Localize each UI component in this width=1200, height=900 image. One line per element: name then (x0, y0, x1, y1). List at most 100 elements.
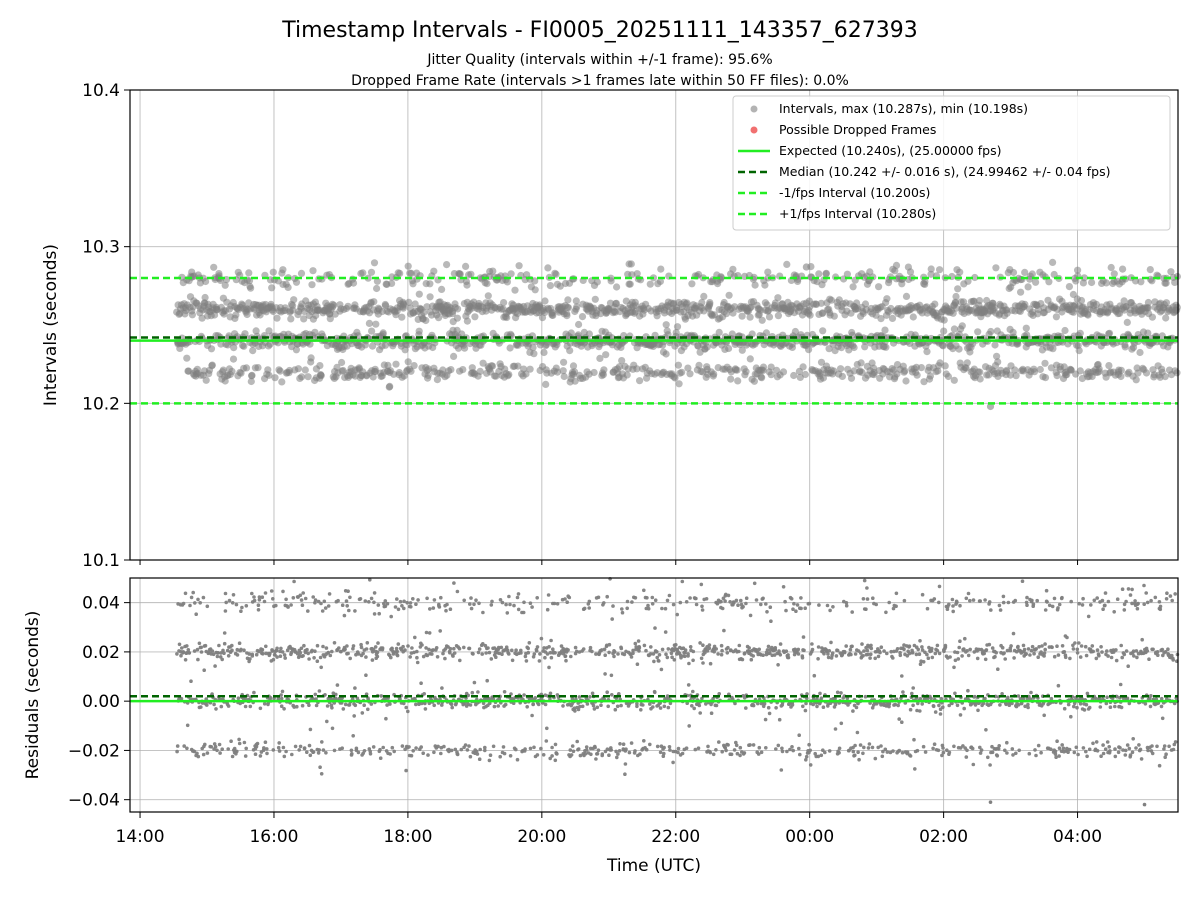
residual-point (962, 647, 966, 651)
residual-point (648, 742, 652, 747)
interval-point (411, 300, 419, 308)
residual-point (668, 748, 672, 752)
residual-point (353, 703, 358, 708)
interval-point (671, 374, 679, 382)
residual-point (545, 652, 550, 656)
residual-point (650, 602, 655, 606)
residual-point (918, 662, 923, 666)
interval-point (388, 279, 396, 287)
interval-point (673, 323, 682, 331)
interval-point (201, 293, 209, 302)
interval-point (447, 366, 455, 374)
interval-point (1105, 362, 1113, 370)
interval-point (1121, 341, 1129, 349)
residual-point (219, 651, 223, 655)
residual-point (805, 692, 809, 696)
interval-point (674, 361, 683, 369)
residual-point (1061, 746, 1066, 751)
residual-point (536, 702, 541, 707)
residual-point (300, 603, 305, 607)
intervals-plot-frame (129, 89, 1179, 561)
residual-point (269, 589, 274, 593)
residual-point (720, 749, 724, 754)
residual-point (786, 653, 790, 657)
residual-point (196, 657, 200, 662)
residual-point (743, 651, 747, 655)
residual-point (825, 603, 830, 608)
residual-point (791, 748, 795, 753)
interval-point (563, 312, 571, 320)
residual-point (651, 652, 656, 656)
residual-point (1001, 600, 1006, 605)
residual-point (408, 601, 413, 605)
residual-point (873, 656, 877, 661)
residual-point (804, 758, 808, 762)
residual-point (921, 660, 926, 664)
residual-point (1003, 657, 1007, 661)
residual-point (897, 717, 901, 721)
residual-point (953, 691, 957, 696)
residual-point (447, 649, 452, 654)
residual-point (624, 747, 628, 751)
residual-point (400, 604, 404, 608)
residual-point (440, 686, 444, 690)
residual-point (369, 702, 374, 706)
residual-point (375, 654, 380, 659)
residual-point (915, 748, 920, 753)
residual-point (937, 651, 942, 656)
residual-point (812, 673, 817, 678)
residual-point (1017, 748, 1021, 753)
interval-point (815, 270, 823, 278)
residual-point (486, 646, 490, 650)
residual-point (925, 606, 930, 611)
residual-point (466, 693, 471, 698)
residual-point (880, 754, 885, 759)
interval-point (964, 277, 972, 285)
residual-point (885, 651, 889, 656)
residual-point (411, 597, 415, 601)
interval-point (505, 371, 513, 379)
residual-point (910, 691, 914, 696)
residual-point (935, 648, 940, 653)
interval-point (367, 268, 376, 276)
residual-point (1004, 702, 1008, 707)
residual-point (425, 596, 429, 601)
residual-point (823, 750, 827, 755)
residual-point (539, 636, 544, 641)
residual-point (366, 707, 370, 712)
residual-point (965, 748, 969, 753)
residual-point (201, 752, 206, 757)
residual-point (396, 607, 401, 612)
residual-point (545, 726, 549, 731)
residual-point (537, 659, 542, 663)
residual-point (595, 705, 600, 710)
residual-point (262, 599, 267, 604)
interval-point (240, 342, 248, 350)
interval-point (678, 368, 686, 376)
residual-point (648, 702, 652, 706)
residual-point (916, 647, 920, 652)
residual-point (930, 655, 935, 660)
residual-point (346, 651, 350, 656)
residual-point (966, 591, 971, 596)
residual-point (222, 631, 227, 635)
residual-point (449, 702, 454, 706)
residual-point (1027, 751, 1032, 756)
residual-point (891, 656, 895, 660)
residual-point (325, 719, 329, 724)
residual-point (474, 749, 479, 754)
residual-point (920, 648, 925, 652)
residual-point (237, 741, 242, 746)
residual-point (941, 750, 946, 755)
interval-point (453, 314, 461, 322)
residual-point (551, 647, 555, 651)
residual-point (483, 643, 488, 648)
residual-point (235, 749, 239, 754)
residual-point (748, 613, 753, 618)
residual-point (175, 749, 179, 754)
residual-point (623, 762, 628, 766)
residual-point (1069, 714, 1073, 719)
residual-point (869, 646, 874, 651)
residual-point (220, 657, 224, 662)
residual-point (494, 655, 498, 659)
